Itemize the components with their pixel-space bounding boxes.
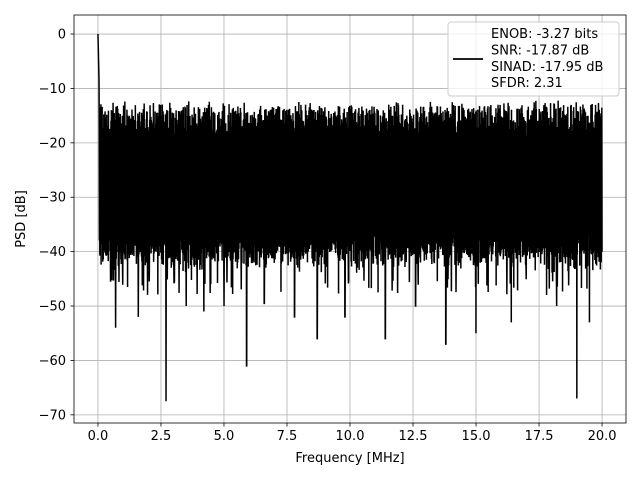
y-tick-label: −40 (39, 245, 66, 260)
x-tick-label: 2.5 (151, 429, 172, 444)
legend-entry-line: ENOB: -3.27 bits (491, 27, 598, 42)
x-tick-label: 5.0 (214, 429, 235, 444)
y-tick-label: −10 (39, 82, 66, 97)
x-tick-label: 15.0 (462, 429, 491, 444)
legend-entry-line: SFDR: 2.31 (491, 76, 563, 91)
psd-series-line (97, 34, 603, 402)
data-layer (97, 34, 603, 402)
x-tick-label: 12.5 (399, 429, 428, 444)
legend-box (447, 21, 620, 97)
y-tick-label: −30 (39, 191, 66, 206)
x-tick-label: 20.0 (588, 429, 617, 444)
x-tick-label: 17.5 (525, 429, 554, 444)
x-tick-label: 7.5 (277, 429, 298, 444)
y-tick-label: −20 (39, 136, 66, 151)
y-tick-label: 0 (58, 28, 66, 43)
legend-entry-line: SNR: -17.87 dB (491, 43, 589, 58)
x-axis-label: Frequency [MHz] (295, 451, 404, 466)
x-tick-label: 10.0 (336, 429, 365, 444)
legend-entry-line: SINAD: -17.95 dB (491, 60, 603, 75)
tick-layer: 0.0 2.5 5.0 7.5 10.0 12.5 15.0 17.5 20.0 0 −10 −20 −… (39, 28, 617, 444)
y-tick-label: −70 (39, 408, 66, 423)
x-tick-label: 0.0 (88, 429, 109, 444)
y-tick-label: −50 (39, 300, 66, 315)
y-tick-label: −60 (39, 354, 66, 369)
y-axis-label: PSD [dB] (14, 190, 29, 248)
